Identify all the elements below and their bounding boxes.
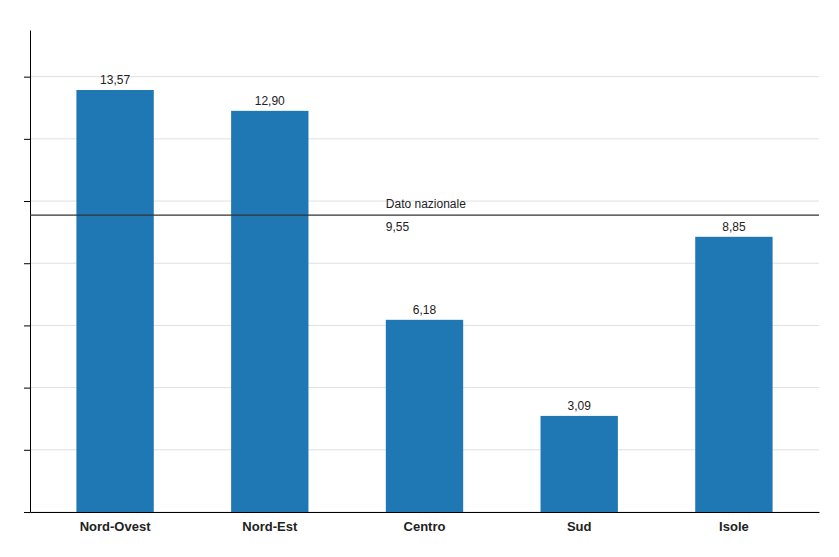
y-tick: [24, 388, 30, 389]
y-tick-mark: [24, 512, 30, 513]
y-tick-mark: [24, 77, 30, 78]
x-tick: Centro: [404, 512, 446, 534]
y-axis-line: [30, 31, 31, 513]
x-axis: Nord-Ovest Nord-Est Centro Sud Isole: [31, 512, 820, 534]
bar: [231, 111, 308, 512]
y-tick-mark: [24, 263, 30, 264]
reference-lines: [30, 215, 819, 216]
x-tick: Isole: [719, 512, 749, 534]
y-tick: [24, 139, 30, 140]
y-axis: [24, 31, 31, 513]
x-tick: Nord-Est: [242, 512, 298, 534]
x-tick-label: Nord-Est: [242, 519, 298, 534]
y-tick: [24, 263, 30, 264]
x-tick: Nord-Ovest: [80, 512, 151, 534]
y-tick-mark: [24, 201, 30, 202]
y-tick: [24, 450, 30, 451]
bar: [76, 90, 153, 512]
x-tick-label: Isole: [719, 519, 749, 534]
y-tick-mark: [24, 388, 30, 389]
y-tick: [24, 512, 30, 513]
plot-area: [76, 90, 772, 512]
y-tick-mark: [24, 139, 30, 140]
y-tick: [24, 325, 30, 326]
x-axis-line: [31, 512, 820, 513]
y-tick-mark: [24, 450, 30, 451]
x-tick-label: Sud: [567, 519, 592, 534]
bar: [386, 320, 463, 512]
data-label: 8,85: [722, 220, 746, 234]
chart-svg: Nord-Ovest Nord-Est Centro Sud Isole 13,57 12,…: [0, 0, 839, 557]
x-tick-label: Nord-Ovest: [80, 519, 151, 534]
bar: [695, 237, 772, 512]
grid: [30, 77, 819, 512]
x-tick-label: Centro: [404, 519, 446, 534]
y-tick: [24, 77, 30, 78]
bar: [541, 416, 618, 512]
reference-value-label: 9,55: [386, 220, 410, 234]
y-tick-mark: [24, 325, 30, 326]
x-tick: Sud: [567, 512, 592, 534]
chart-container: Nord-Ovest Nord-Est Centro Sud Isole 13,57 12,…: [0, 0, 839, 557]
grid-line: [30, 76, 819, 77]
reference-label: Dato nazionale: [386, 197, 466, 211]
y-tick: [24, 201, 30, 202]
data-label: 3,09: [568, 399, 592, 413]
reference-labels: Dato nazionale 9,55: [386, 197, 466, 234]
data-label: 13,57: [100, 73, 130, 87]
data-label: 6,18: [413, 303, 437, 317]
data-labels: 13,57 12,90 6,18 3,09 8,85: [100, 73, 746, 413]
reference-line: [30, 214, 819, 215]
data-label: 12,90: [255, 94, 285, 108]
